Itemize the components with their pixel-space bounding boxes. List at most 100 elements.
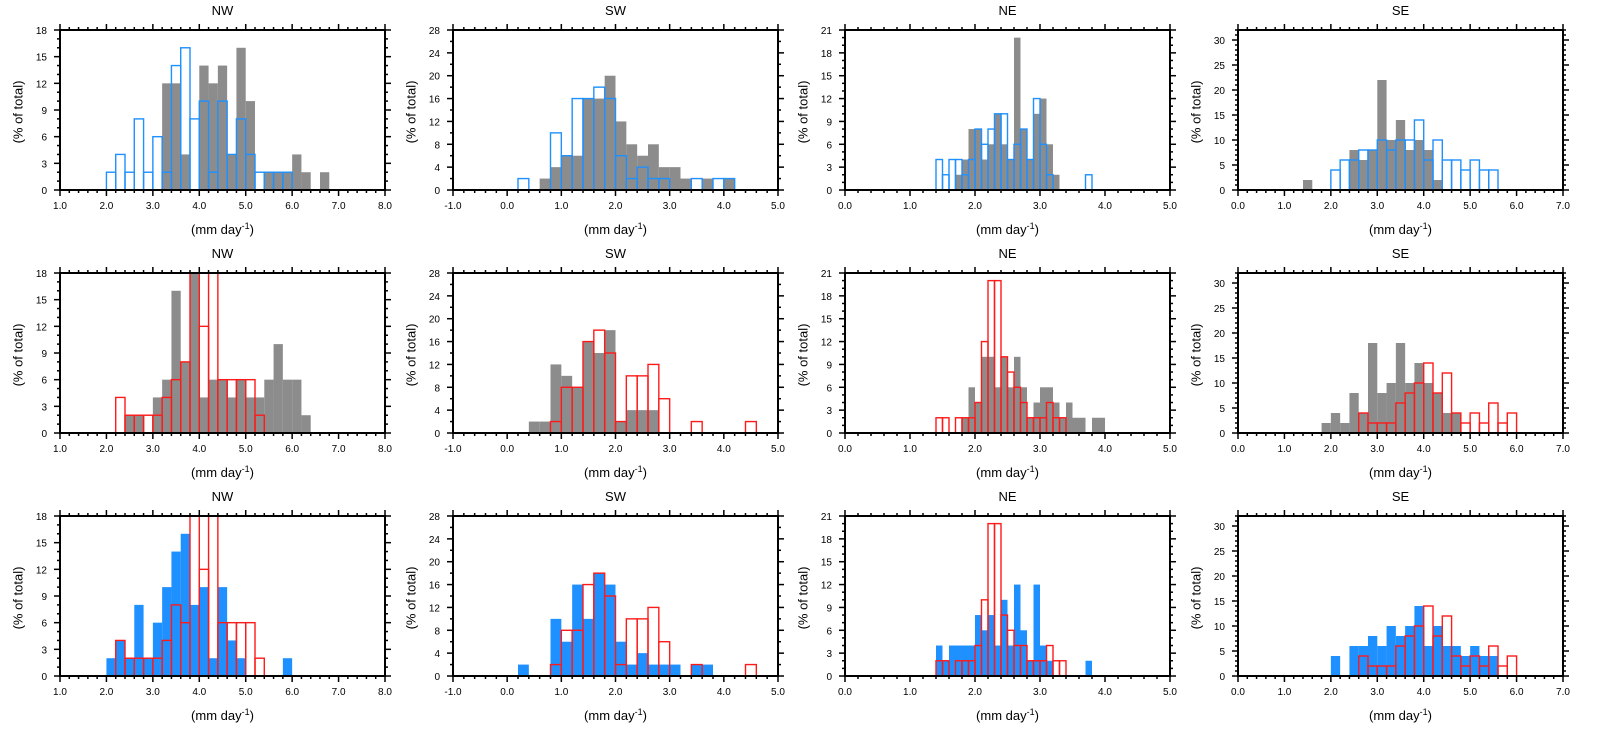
x-tick-label: 0.0: [1231, 444, 1245, 455]
histogram-bar: [1377, 80, 1387, 190]
y-tick-label: 18: [36, 26, 48, 37]
y-tick-label: 24: [429, 49, 441, 60]
axes-frame: [844, 515, 1171, 677]
x-axis-label-exponent: -1: [634, 221, 643, 231]
x-axis-label-unit: (mm day: [976, 708, 1027, 723]
x-axis-label-exponent: -1: [1419, 221, 1428, 231]
histogram-bar: [320, 172, 330, 190]
x-axis-label: (mm day-1): [976, 707, 1039, 723]
histogram-bar: [162, 587, 172, 676]
histogram-bar: [955, 174, 962, 190]
x-tick-label: 6.0: [285, 687, 299, 698]
y-tick-label: 6: [41, 133, 47, 144]
y-tick-label: 12: [821, 338, 833, 349]
histogram-bar: [227, 640, 237, 676]
histogram-bar: [949, 645, 956, 676]
x-tick-label: 5.0: [1463, 444, 1477, 455]
plot-area: 1.0 2.0 3.0 4.0 5.0 6.0 7.0 8.0 0 3 6 9 12 15 18: [36, 510, 392, 698]
x-tick-label: 4.0: [192, 201, 206, 212]
x-tick-label: 6.0: [1510, 687, 1524, 698]
histogram-bar: [245, 621, 256, 677]
panel-title: SE: [1391, 246, 1410, 261]
plot-area: -1.0 0.0 1.0 2.0 3.0 4.0 5.0 0 4 8 12 16 20 24 28: [429, 24, 785, 212]
histogram-bar: [1340, 423, 1350, 433]
y-tick-label: 0: [434, 429, 440, 440]
x-axis-label-close: ): [1427, 708, 1432, 723]
histogram-bar: [217, 379, 228, 433]
histogram-bar: [988, 356, 995, 433]
histogram-bar: [1433, 180, 1443, 190]
histogram-bar: [189, 118, 200, 191]
histogram-bar: [1368, 636, 1378, 676]
x-axis-label-exponent: -1: [1419, 707, 1428, 717]
y-tick-label: 20: [429, 315, 441, 326]
panel-title: NE: [998, 489, 1017, 504]
x-axis-label-unit: (mm day: [584, 708, 635, 723]
x-tick-label: 8.0: [378, 201, 392, 212]
y-tick-label: 3: [41, 159, 47, 170]
histogram-bar: [981, 356, 988, 433]
histogram-bar: [583, 341, 594, 433]
histogram-bar: [207, 515, 219, 677]
y-tick-label: 21: [821, 26, 833, 37]
histogram-bar: [1092, 417, 1099, 433]
histogram-bar: [125, 415, 135, 433]
y-tick-label: 0: [826, 429, 832, 440]
x-axis-label-exponent: -1: [1026, 221, 1035, 231]
plot-area: 0.0 1.0 2.0 3.0 4.0 5.0 0 3 6 9 12 15 18 21: [821, 510, 1177, 698]
x-axis-label-close: ): [249, 465, 254, 480]
histogram-bar: [1450, 159, 1462, 191]
histogram-panel-ne: 0.0 1.0 2.0 3.0 4.0 5.0 0 3 6 9 12 15 18 21 NE (% of to…: [785, 0, 1190, 245]
x-tick-label: 4.0: [1417, 687, 1431, 698]
histogram-bar: [1046, 660, 1053, 676]
histogram-bar: [254, 657, 265, 677]
x-tick-label: 5.0: [1163, 444, 1177, 455]
histogram-bar: [282, 658, 293, 676]
histogram-bar: [1405, 150, 1415, 190]
y-tick-label: 4: [434, 163, 440, 174]
y-tick-label: 21: [821, 512, 833, 523]
x-axis-label: (mm day-1): [191, 464, 254, 480]
histogram-bar: [199, 65, 209, 190]
plot-area: 1.0 2.0 3.0 4.0 5.0 6.0 7.0 8.0 0 3 6 9 12 15 18: [36, 24, 392, 212]
histogram-bar: [1470, 646, 1480, 676]
histogram-bar: [1469, 159, 1481, 191]
histogram-bar: [1451, 646, 1461, 676]
histogram-bar: [1349, 393, 1359, 433]
x-axis-label-close: ): [1034, 708, 1039, 723]
histogram-bar: [245, 397, 255, 433]
x-axis-label-unit: (mm day: [976, 222, 1027, 237]
plot-area: -1.0 0.0 1.0 2.0 3.0 4.0 5.0 0 4 8 12 16 20 24 28: [429, 510, 785, 698]
y-tick-label: 21: [821, 269, 833, 280]
histogram-bar: [941, 174, 950, 191]
panel-title: SW: [605, 489, 626, 504]
y-tick-label: 3: [826, 163, 832, 174]
x-tick-label: 7.0: [332, 687, 346, 698]
histogram-bar: [134, 604, 144, 676]
y-tick-label: 8: [434, 140, 440, 151]
x-tick-label: 0.0: [838, 444, 852, 455]
histogram-bar: [180, 533, 190, 676]
histogram-bar: [1014, 584, 1021, 676]
histogram-bar: [142, 171, 154, 191]
y-tick-label: 25: [1214, 547, 1226, 558]
x-axis-label-unit: (mm day: [191, 708, 242, 723]
histogram-bar: [572, 387, 583, 433]
axes-frame: [844, 29, 1171, 191]
y-tick-label: 20: [1214, 329, 1226, 340]
y-tick-label: 3: [41, 402, 47, 413]
histogram-bar: [994, 113, 1001, 190]
histogram-bar: [691, 664, 703, 676]
histogram-bar: [702, 178, 713, 190]
x-tick-label: 0.0: [500, 687, 514, 698]
histogram-bar: [190, 604, 200, 676]
histogram-bar: [199, 587, 209, 676]
histogram-bar: [1395, 120, 1406, 190]
histogram-bar: [561, 375, 573, 433]
y-tick-label: 6: [826, 626, 832, 637]
histogram-bar: [994, 645, 1001, 676]
histogram-bar: [142, 414, 154, 434]
x-axis-label-close: ): [1427, 465, 1432, 480]
y-axis-label: (% of total): [1188, 80, 1204, 144]
y-tick-label: 9: [826, 117, 832, 128]
